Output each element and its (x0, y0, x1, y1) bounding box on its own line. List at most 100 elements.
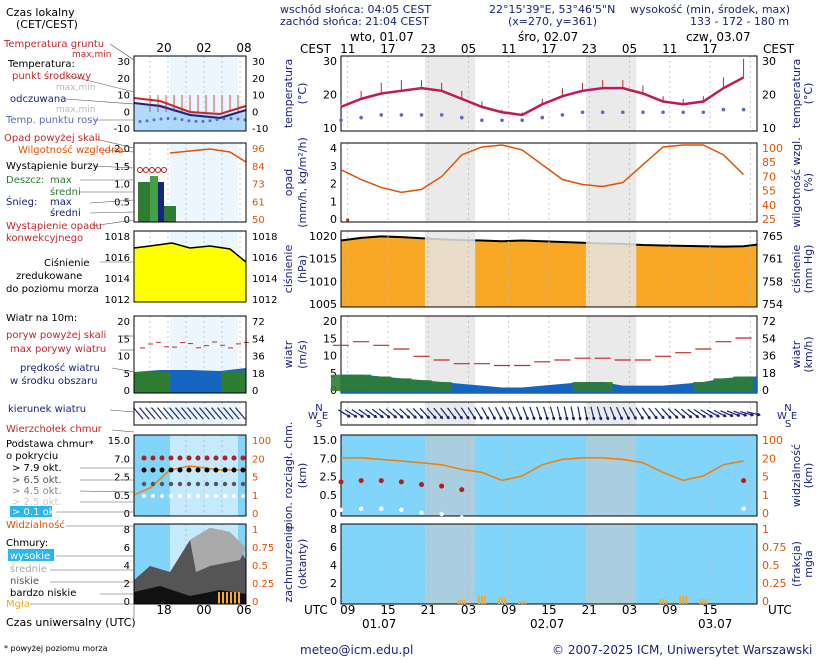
night-shade (585, 316, 637, 393)
visibility-line (341, 457, 744, 482)
legend-top-hour: 08 (236, 41, 251, 55)
legend-dew-dot (187, 119, 191, 123)
ylabel-left-pressure: ciśnienie (282, 245, 295, 294)
tick-right-wind: 0 (762, 384, 769, 397)
wind-arrow-tail (439, 415, 443, 419)
legend-tick-right: 1016 (252, 253, 277, 264)
tick-left-pressure: 1020 (309, 230, 337, 243)
lg-humidity: Wilgotność względna (18, 144, 123, 156)
night-shade (424, 402, 476, 425)
night-shade (585, 402, 637, 425)
lg-dew-point: Temp. punktu rosy (5, 115, 98, 126)
legend-c65-dot (213, 481, 219, 487)
compass-e-r: E (791, 411, 797, 422)
legend-wind-arrow (145, 407, 156, 420)
legend-cb-dot (213, 455, 219, 461)
lg-press-3: do poziomu morza (6, 284, 99, 295)
lg-base-2: o pokryciu (6, 451, 58, 462)
tick-left-clouds: 15.0 (313, 434, 338, 447)
dew-point-dot (661, 110, 665, 115)
legend-tick-left: 20 (117, 317, 130, 328)
wind-arrow-tail (757, 413, 761, 417)
legend-cb-dot (186, 455, 192, 461)
legend-c65-dot (222, 481, 228, 487)
legend-c01-dot (142, 494, 146, 498)
legend-c79-dot (168, 467, 174, 473)
wind-arrow-tail (446, 415, 450, 419)
legend-leader-line (111, 429, 135, 433)
wind-arrow-tail (743, 413, 747, 417)
wind-speed-bar (330, 374, 352, 392)
night-shade (585, 231, 637, 307)
cloud-base-dot (338, 479, 344, 485)
ylabel-right-wind: wiatr (790, 340, 803, 368)
cloud-base-dot-low (358, 506, 364, 511)
wind-arrow-tail (661, 415, 665, 419)
legend-tick-left: 4 (124, 561, 130, 572)
tick-right-precip: 70 (762, 170, 776, 183)
cloud-base-dot (459, 487, 465, 493)
dew-point-dot (379, 113, 384, 117)
precip-dot (346, 218, 350, 222)
legend-top-hour: 20 (156, 41, 171, 55)
legend-dew-dot (229, 117, 233, 121)
tick-right-clouds: 1 (762, 489, 769, 502)
wind-arrow-tail (406, 415, 410, 419)
panel-frame-cover (340, 523, 758, 605)
temp-line (340, 76, 745, 117)
legend-c79-dot (150, 467, 156, 473)
dew-point-dot (580, 110, 585, 115)
top-hour-label: 23 (421, 42, 436, 56)
legend-dew-dot (159, 117, 163, 121)
wind-arrow-tail (506, 416, 510, 420)
lg-rain-max: max (50, 175, 72, 186)
wind-arrow-tail (486, 416, 490, 420)
footer-email[interactable]: meteo@icm.edu.pl (300, 643, 413, 657)
legend-tick-right: 5 (252, 473, 258, 484)
wind-arrow-tail (459, 416, 463, 420)
compass-e: E (322, 411, 328, 422)
legend-c01-dot (214, 494, 218, 498)
ylabel-left-wind: wiatr (282, 340, 295, 368)
dew-point-dot (701, 110, 706, 115)
wind-speed-bar (572, 382, 593, 392)
dew-point-dot (480, 118, 484, 123)
tick-right-clouds: 20 (762, 452, 776, 465)
tick-right-clouds: 100 (762, 434, 783, 447)
tick-left-temp: 20 (323, 89, 337, 102)
legend-cb-dot (159, 455, 165, 461)
wind-arrow-tail (695, 415, 699, 419)
legend-tick-right: 1 (252, 491, 258, 502)
panel-cover: zachmurzenie (oktanty) (frakcja) mgła 8 6 4 2 0 1… (282, 523, 815, 608)
tick-left-wind: 20 (323, 315, 337, 328)
legend-panel-wind: 20 15 10 5 0 72 54 36 18 0 (117, 315, 265, 397)
lg-high: wysokie (10, 551, 50, 562)
legend-tick-right: 18 (252, 369, 265, 380)
legend-wind-arrow (199, 407, 210, 420)
legend-tick-right: 0.25 (252, 579, 274, 590)
fog-bar (460, 600, 463, 604)
ylabel-right-precip: wilgotność wzgl. (790, 137, 803, 227)
ylabel-left2-pressure: (hPa) (296, 255, 309, 283)
legend-leader-line (95, 138, 135, 149)
legend-c65-dot (186, 481, 192, 487)
wind-arrow-tail (571, 416, 575, 420)
legend-wind-arrow (229, 407, 240, 420)
fog-bar (524, 600, 527, 604)
ylabel-left-cover: zachmurzenie (282, 525, 295, 602)
panel-precip: opad (mm/h, kg/m²/h) wilgotność wzgl. (%) 4 3… (282, 137, 815, 228)
legend-dew-dot (138, 119, 142, 123)
legend-tick-left: 2.5 (114, 473, 130, 484)
legend-wind-arrow (163, 407, 174, 420)
legend-leader-line (79, 490, 135, 493)
wind-arrow-tail (565, 416, 569, 420)
dew-point-dot (399, 113, 404, 117)
legend-pressure-fill (134, 243, 246, 302)
tick-left-clouds: 2.5 (320, 471, 338, 484)
fog-bar (483, 596, 486, 604)
wind-speed-bar (431, 382, 452, 392)
legend-c79-dot (231, 467, 237, 473)
wind-speed-bar (411, 380, 432, 392)
lg-low: niskie (10, 576, 39, 587)
legend-dew-dot (173, 117, 177, 121)
